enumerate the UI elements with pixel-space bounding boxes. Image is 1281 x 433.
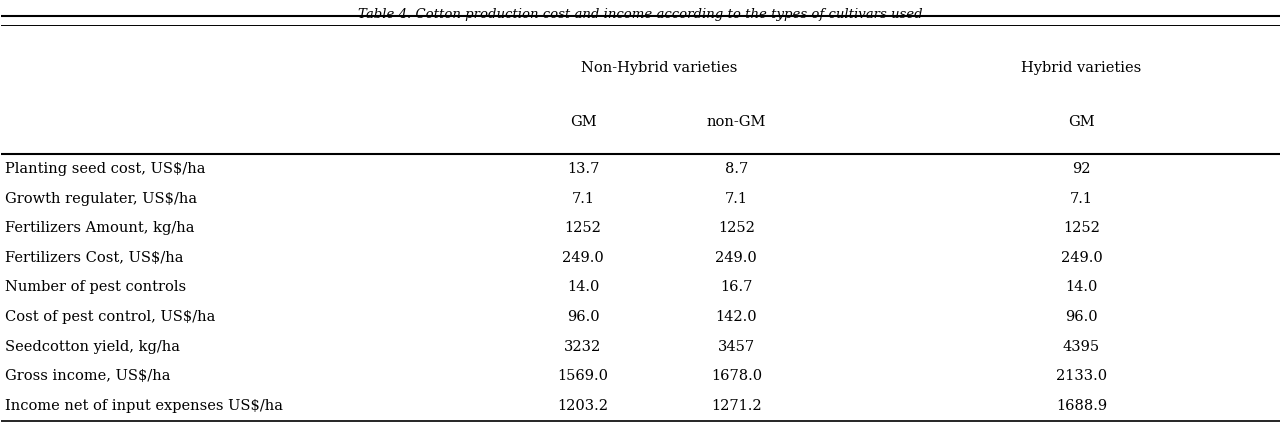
Text: 96.0: 96.0 bbox=[1066, 310, 1098, 324]
Text: Cost of pest control, US$/ha: Cost of pest control, US$/ha bbox=[5, 310, 215, 324]
Text: 16.7: 16.7 bbox=[720, 281, 752, 294]
Text: 3232: 3232 bbox=[565, 340, 602, 354]
Text: 1252: 1252 bbox=[717, 221, 755, 235]
Text: 14.0: 14.0 bbox=[566, 281, 600, 294]
Text: Non-Hybrid varieties: Non-Hybrid varieties bbox=[582, 61, 738, 75]
Text: 7.1: 7.1 bbox=[571, 191, 594, 206]
Text: GM: GM bbox=[1068, 115, 1095, 129]
Text: 1203.2: 1203.2 bbox=[557, 399, 608, 413]
Text: 96.0: 96.0 bbox=[566, 310, 600, 324]
Text: Seedcotton yield, kg/ha: Seedcotton yield, kg/ha bbox=[5, 340, 181, 354]
Text: Growth regulater, US$/ha: Growth regulater, US$/ha bbox=[5, 191, 197, 206]
Text: 8.7: 8.7 bbox=[725, 162, 748, 176]
Text: 249.0: 249.0 bbox=[716, 251, 757, 265]
Text: 7.1: 7.1 bbox=[1070, 191, 1093, 206]
Text: Planting seed cost, US$/ha: Planting seed cost, US$/ha bbox=[5, 162, 206, 176]
Text: 1569.0: 1569.0 bbox=[557, 369, 608, 383]
Text: 2133.0: 2133.0 bbox=[1056, 369, 1107, 383]
Text: Gross income, US$/ha: Gross income, US$/ha bbox=[5, 369, 170, 383]
Text: Fertilizers Cost, US$/ha: Fertilizers Cost, US$/ha bbox=[5, 251, 183, 265]
Text: 3457: 3457 bbox=[717, 340, 755, 354]
Text: Fertilizers Amount, kg/ha: Fertilizers Amount, kg/ha bbox=[5, 221, 195, 235]
Text: Hybrid varieties: Hybrid varieties bbox=[1021, 61, 1141, 75]
Text: 249.0: 249.0 bbox=[1061, 251, 1103, 265]
Text: 92: 92 bbox=[1072, 162, 1090, 176]
Text: 4395: 4395 bbox=[1063, 340, 1100, 354]
Text: Income net of input expenses US$/ha: Income net of input expenses US$/ha bbox=[5, 399, 283, 413]
Text: Number of pest controls: Number of pest controls bbox=[5, 281, 186, 294]
Text: 1252: 1252 bbox=[1063, 221, 1100, 235]
Text: GM: GM bbox=[570, 115, 596, 129]
Text: 249.0: 249.0 bbox=[562, 251, 603, 265]
Text: 1252: 1252 bbox=[565, 221, 601, 235]
Text: 1688.9: 1688.9 bbox=[1056, 399, 1107, 413]
Text: 14.0: 14.0 bbox=[1066, 281, 1098, 294]
Text: Table 4. Cotton production cost and income according to the types of cultivars u: Table 4. Cotton production cost and inco… bbox=[359, 8, 922, 21]
Text: 1271.2: 1271.2 bbox=[711, 399, 762, 413]
Text: 1678.0: 1678.0 bbox=[711, 369, 762, 383]
Text: 13.7: 13.7 bbox=[566, 162, 600, 176]
Text: non-GM: non-GM bbox=[707, 115, 766, 129]
Text: 7.1: 7.1 bbox=[725, 191, 748, 206]
Text: 142.0: 142.0 bbox=[716, 310, 757, 324]
